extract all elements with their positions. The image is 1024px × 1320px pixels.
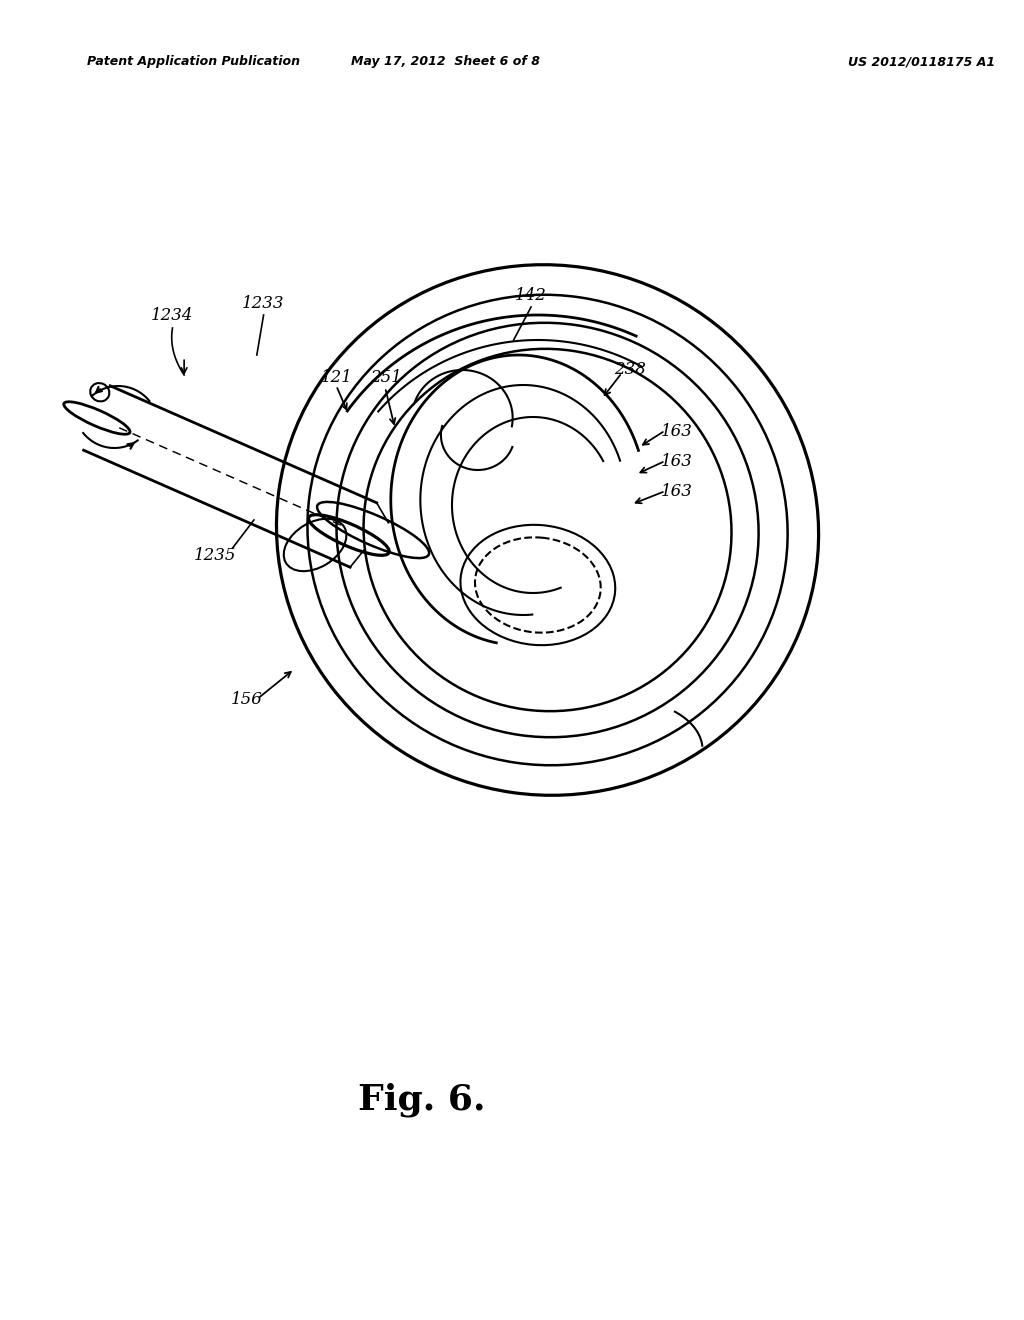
Text: May 17, 2012  Sheet 6 of 8: May 17, 2012 Sheet 6 of 8 bbox=[351, 55, 541, 69]
Text: 238: 238 bbox=[614, 362, 646, 379]
Text: 1234: 1234 bbox=[152, 308, 194, 325]
Text: Patent Application Publication: Patent Application Publication bbox=[87, 55, 300, 69]
Text: 142: 142 bbox=[515, 286, 547, 304]
Text: 1235: 1235 bbox=[194, 546, 237, 564]
Text: Fig. 6.: Fig. 6. bbox=[357, 1082, 485, 1117]
Text: 163: 163 bbox=[660, 483, 692, 500]
Text: 156: 156 bbox=[231, 692, 263, 709]
Text: 163: 163 bbox=[660, 424, 692, 441]
Text: US 2012/0118175 A1: US 2012/0118175 A1 bbox=[848, 55, 995, 69]
Text: 163: 163 bbox=[660, 454, 692, 470]
Text: 251: 251 bbox=[370, 370, 401, 387]
Text: 1233: 1233 bbox=[243, 294, 285, 312]
Text: 121: 121 bbox=[322, 370, 353, 387]
